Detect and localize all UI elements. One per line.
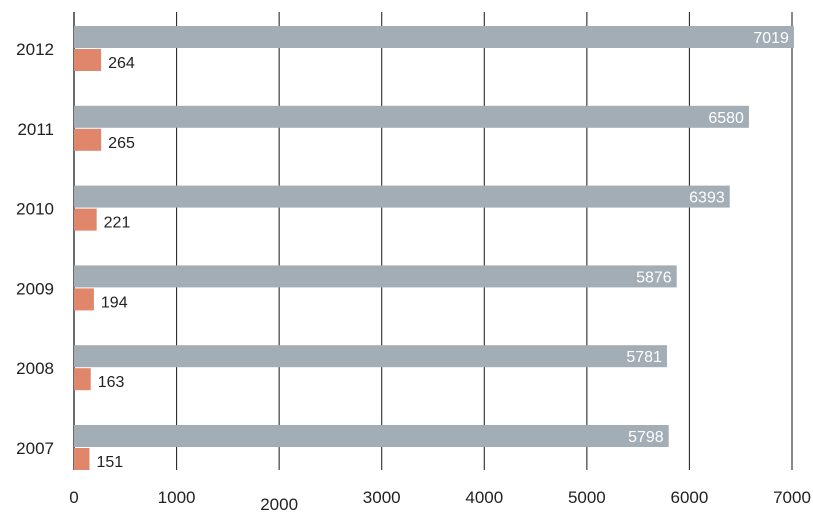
bars: [74, 26, 794, 470]
category-label-2009: 2009: [16, 279, 54, 298]
bar-large-2008: [74, 345, 667, 368]
bar-small-value-2007: 151: [96, 454, 123, 471]
category-label-2010: 2010: [16, 200, 54, 219]
bar-large-2011: [74, 105, 749, 128]
gridlines: [73, 12, 793, 470]
bar-small-2011: [74, 128, 102, 151]
bar-large-value-2009: 5876: [636, 269, 672, 286]
bar-small-2010: [74, 208, 97, 231]
category-label-2008: 2008: [16, 359, 54, 378]
bar-small-2009: [74, 288, 94, 311]
category-label-2012: 2012: [16, 40, 54, 59]
x-tick-label-0: 0: [69, 488, 78, 507]
x-tick-label-7000: 7000: [773, 488, 811, 507]
category-label-2011: 2011: [17, 120, 54, 139]
x-tick-label-6000: 6000: [671, 488, 709, 507]
bar-large-2012: [74, 26, 794, 48]
x-tick-label-1000: 1000: [158, 488, 196, 507]
bar-small-value-2008: 163: [98, 374, 125, 391]
x-tick-label-3000: 3000: [363, 488, 401, 507]
bar-large-2009: [74, 265, 677, 288]
bar-large-value-2007: 5798: [628, 429, 664, 446]
bar-large-2010: [74, 185, 730, 208]
bar-small-value-2011: 265: [108, 135, 135, 152]
labels: 0 1000 2000 3000 4000 5000 6000 7000 2012 7019 264…: [16, 30, 811, 513]
bar-large-2007: [74, 425, 669, 447]
bar-small-2007: [74, 448, 90, 470]
bar-small-value-2009: 194: [101, 294, 128, 311]
x-tick-label-4000: 4000: [465, 488, 503, 507]
bar-large-value-2008: 5781: [626, 349, 662, 366]
bar-small-2012: [74, 49, 102, 71]
bar-large-value-2011: 6580: [708, 110, 744, 127]
bar-large-value-2012: 7019: [753, 30, 789, 47]
bar-small-value-2012: 264: [108, 55, 135, 72]
x-tick-label-2000: 2000: [260, 495, 298, 513]
bar-small-value-2010: 221: [104, 215, 131, 232]
x-tick-label-5000: 5000: [568, 488, 606, 507]
bar-large-value-2010: 6393: [689, 190, 725, 207]
bar-small-2008: [74, 368, 91, 391]
category-label-2007: 2007: [16, 439, 54, 458]
